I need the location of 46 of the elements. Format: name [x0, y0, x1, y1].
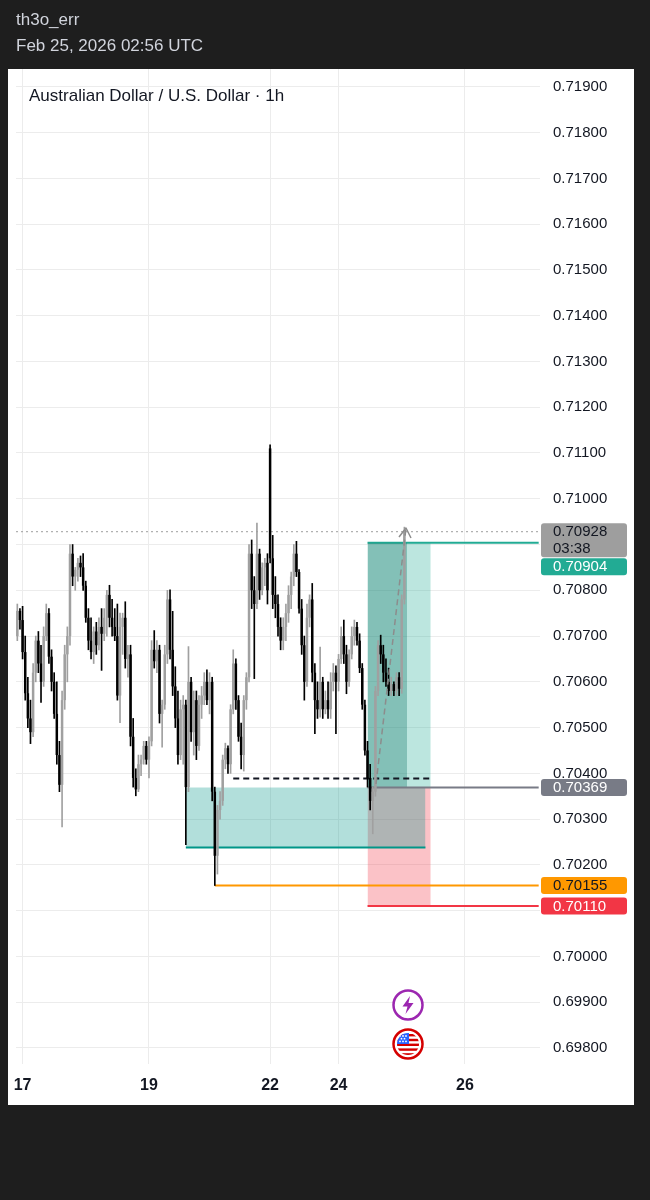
x-tick-label: 26 — [456, 1076, 474, 1094]
data-label: 0.70369 — [553, 778, 608, 796]
data-label: 0.70904 — [553, 557, 608, 575]
y-tick-label: 0.71500 — [553, 260, 608, 278]
x-tick-label: 24 — [329, 1076, 348, 1094]
y-tick-label: 0.71900 — [553, 76, 608, 94]
y-tick-label: 0.70600 — [553, 671, 608, 689]
y-tick-label: 0.69800 — [553, 1038, 608, 1056]
y-tick-label: 0.69900 — [553, 992, 608, 1010]
y-tick-label: 0.70400 — [553, 763, 608, 781]
candlestick — [208, 672, 211, 715]
candlestick — [324, 690, 327, 715]
y-tick-label: 0.71700 — [553, 168, 608, 186]
candlestick — [158, 644, 161, 724]
candlestick — [258, 548, 261, 600]
candlestick — [124, 601, 127, 669]
candlestick — [126, 644, 130, 678]
x-tick-label: 17 — [13, 1076, 32, 1094]
candlestick — [192, 690, 195, 756]
y-tick-label: 0.71400 — [553, 305, 608, 323]
text: Australian Dollar / U.S. Dollar · 1h — [29, 85, 285, 107]
y-tick-label: 0.71300 — [553, 351, 608, 369]
candlestick — [71, 544, 74, 587]
data-label: 0.70110 — [553, 896, 607, 914]
data-label: 0.70155 — [553, 876, 608, 894]
ref-line-label: 0.70928 03:38 — [553, 522, 608, 557]
y-tick-label: 0.70200 — [553, 855, 608, 873]
candlestick — [95, 622, 98, 655]
y-tick-label: 0.71800 — [553, 122, 608, 140]
candlestick — [145, 741, 148, 765]
y-tick-label: 0.70500 — [553, 717, 608, 735]
candlestick — [92, 626, 95, 664]
y-tick-label: 0.71200 — [553, 397, 608, 415]
candlestick — [116, 603, 119, 701]
y-tick-label: 0.70300 — [553, 809, 608, 827]
y-tick-label: 0.70000 — [553, 946, 608, 964]
candlestick — [137, 754, 140, 793]
y-tick-label: 0.71600 — [553, 214, 608, 232]
x-tick-label: 19 — [140, 1076, 158, 1094]
x-tick-label: 22 — [261, 1076, 280, 1094]
y-tick-label: 0.70800 — [553, 580, 608, 598]
y-tick-label: 0.70700 — [553, 626, 608, 644]
text: Feb 25, 2026 02:56 UTC — [16, 35, 204, 57]
y-tick-label: 0.71000 — [553, 488, 608, 506]
y-tick-label: 0.71100 — [553, 443, 607, 461]
text: th3o_err — [16, 9, 80, 31]
